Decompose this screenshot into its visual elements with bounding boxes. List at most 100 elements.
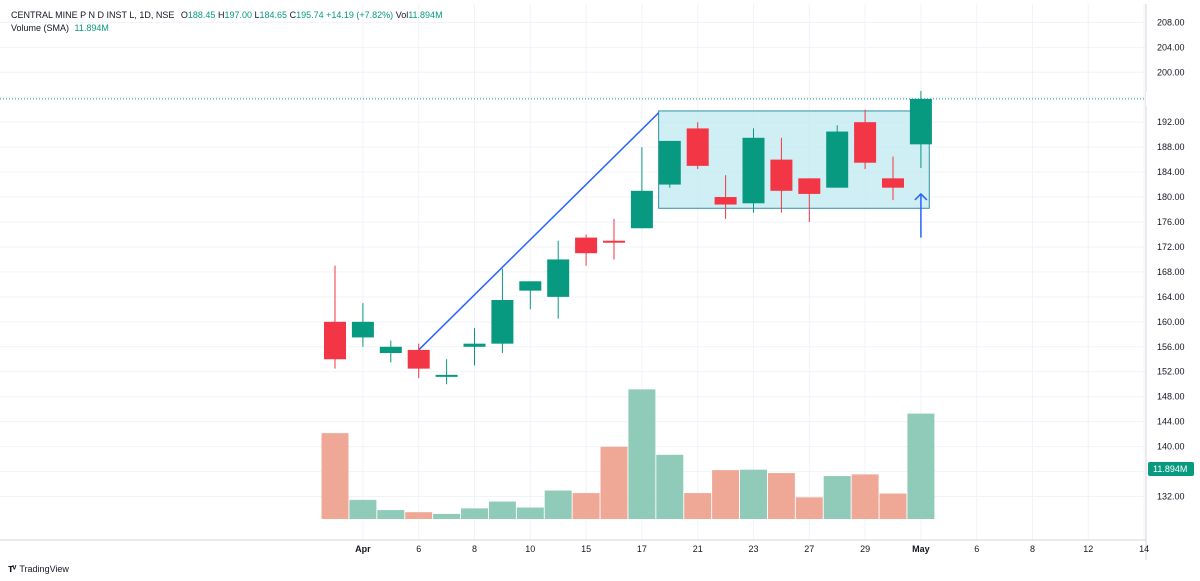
candle-body-2 [379,346,402,354]
candle-body-13 [686,128,709,166]
volume-marker-bg [1148,461,1194,476]
candle-body-12 [658,140,681,185]
y-tick-label-14: 152.00 [1157,367,1185,377]
chart-legend: CENTRAL MINE P N D INST L, 1D, NSE O188.… [11,9,443,35]
close-label: C [289,10,297,20]
high-value: 197.00 [224,10,252,20]
volume-marker-label: 11.894M [1153,464,1187,474]
candle-body-15 [742,137,765,204]
candle-body-19 [854,122,877,163]
tradingview-name: TradingView [19,564,69,574]
volume-value: 11.894M [408,10,443,20]
x-tick-label-7: 23 [748,544,758,554]
volume-bar-9 [572,493,600,519]
candle-body-3 [407,349,430,369]
change-value: +14.19 (+7.82%) [326,10,394,20]
volume-bar-21 [907,413,935,519]
volume-bar-4 [433,513,461,519]
candle-body-1 [351,321,374,338]
x-tick-label-11: 6 [974,544,979,554]
y-tick-label-5: 188.00 [1157,142,1185,152]
y-tick-label-10: 168.00 [1157,267,1185,277]
volume-bar-17 [795,497,823,519]
volume-label: Vol [395,10,409,20]
y-tick-label-9: 172.00 [1157,242,1185,252]
sma-value: 11.894M [74,23,109,33]
candle-body-20 [882,178,904,188]
y-tick-label-1: 204.00 [1157,42,1185,52]
tradingview-logo[interactable]: ᴛᵛ TradingView [8,563,69,575]
candle-body-10 [603,240,625,243]
breakout-arrow-head [914,192,928,201]
candle-body-9 [575,237,598,254]
symbol-title[interactable]: CENTRAL MINE P N D INST L, 1D, NSE [11,10,175,20]
x-tick-label-0: Apr [355,544,371,554]
legend-main-row: CENTRAL MINE P N D INST L, 1D, NSE O188.… [11,9,443,22]
y-tick-label-4: 192.00 [1157,117,1185,127]
x-tick-label-9: 29 [860,544,870,554]
x-tick-label-5: 17 [637,544,647,554]
x-tick-label-1: 6 [416,544,421,554]
candle-body-14 [714,197,737,205]
x-tick-label-4: 15 [581,544,591,554]
y-tick-label-13: 156.00 [1157,342,1185,352]
candle-body-16 [770,159,793,191]
high-label: H [217,10,225,20]
volume-bar-14 [712,470,740,519]
y-tick-label-7: 180.00 [1157,192,1185,202]
open-label: O [180,10,188,20]
open-value: 188.45 [187,10,216,20]
low-label: L [254,10,260,20]
candle-body-0 [324,321,346,360]
y-tick-label-2: 200.00 [1157,67,1185,77]
volume-bar-10 [600,446,628,519]
candle-body-17 [798,178,821,194]
volume-bar-5 [461,508,488,519]
volume-bar-16 [767,473,795,519]
volume-bar-12 [656,454,684,519]
volume-bar-20 [879,493,907,519]
x-tick-label-2: 8 [472,544,477,554]
current-price-label-bg [1146,91,1192,106]
volume-bar-3 [405,512,433,519]
x-tick-label-10: May [912,544,930,554]
candle-body-4 [435,374,458,377]
y-tick-label-17: 140.00 [1157,442,1185,452]
candle-body-18 [826,131,849,188]
y-tick-label-15: 148.00 [1157,392,1185,402]
volume-bar-18 [823,476,851,519]
candle-body-5 [463,343,486,347]
tradingview-mark-icon: ᴛᵛ [8,563,16,575]
volume-bar-19 [851,474,879,519]
x-tick-label-12: 8 [1030,544,1035,554]
y-tick-label-11: 164.00 [1157,292,1185,302]
y-tick-label-6: 184.00 [1157,167,1185,177]
x-tick-label-14: 14 [1139,544,1149,554]
close-value: 195.74 [296,10,324,20]
legend-sma-row: Volume (SMA) 11.894M [11,22,443,35]
volume-bar-11 [628,389,656,519]
y-tick-label-12: 160.00 [1157,317,1185,327]
sma-label[interactable]: Volume (SMA) [11,23,70,33]
x-tick-label-6: 21 [693,544,703,554]
volume-bar-7 [516,507,544,519]
low-value: 184.65 [259,10,288,20]
y-tick-label-19: 132.00 [1157,492,1185,502]
y-tick-label-0: 208.00 [1157,17,1185,27]
candle-body-6 [491,299,514,344]
x-tick-label-8: 27 [804,544,814,554]
volume-bar-2 [377,510,405,519]
candle-body-21 [909,98,932,145]
candle-body-7 [519,281,542,291]
volume-bar-0 [321,433,349,519]
volume-bar-8 [544,490,572,519]
y-tick-label-16: 144.00 [1157,417,1185,427]
trendline [418,112,660,351]
candle-body-11 [630,190,653,229]
x-tick-label-3: 10 [525,544,535,554]
volume-bar-6 [488,501,516,519]
y-tick-label-8: 176.00 [1157,217,1185,227]
x-tick-label-13: 12 [1083,544,1093,554]
